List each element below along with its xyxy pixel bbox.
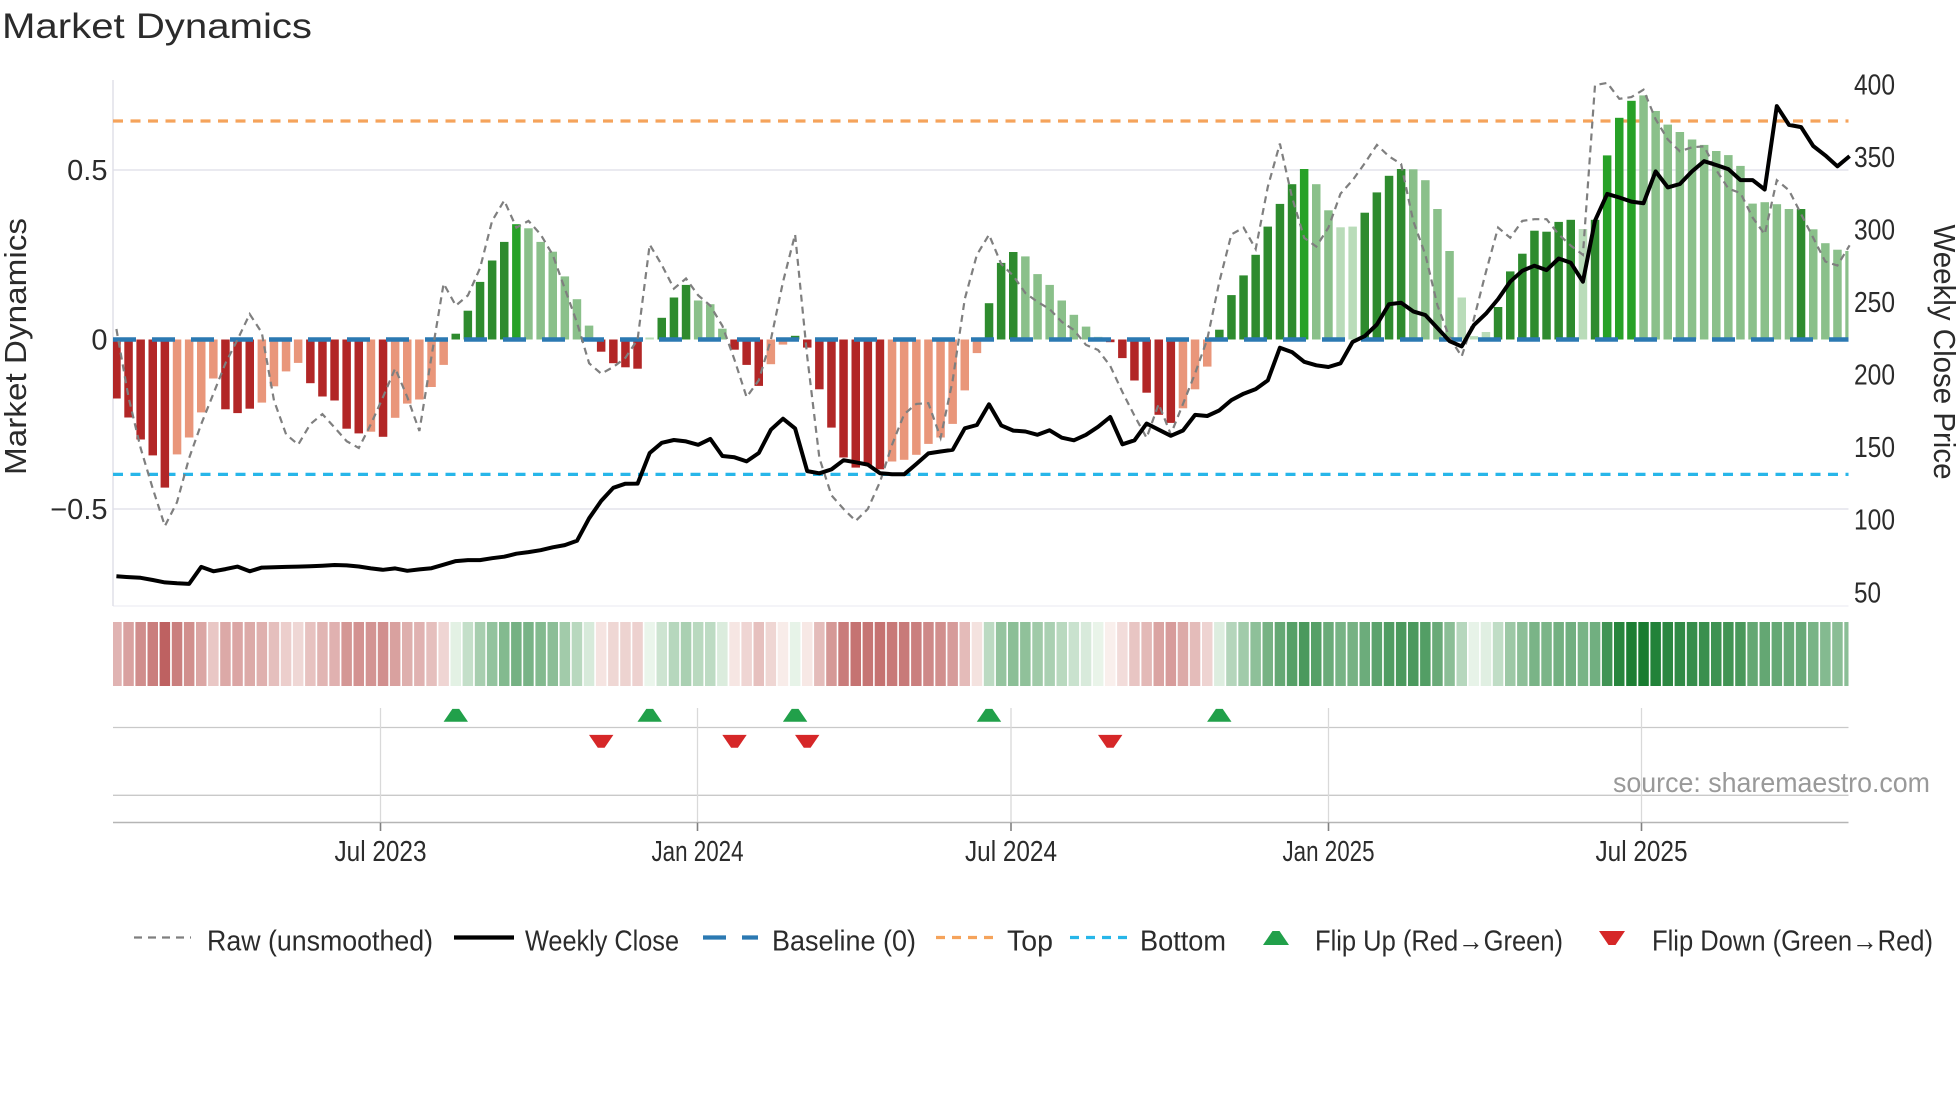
svg-text:Jul 2023: Jul 2023	[335, 836, 427, 868]
svg-text:Jul 2025: Jul 2025	[1596, 836, 1688, 868]
svg-text:−0.5: −0.5	[50, 494, 107, 526]
svg-text:350: 350	[1854, 142, 1895, 174]
svg-text:source: sharemaestro.com: source: sharemaestro.com	[1613, 767, 1930, 798]
svg-text:Flip Down (Green→Red): Flip Down (Green→Red)	[1652, 926, 1933, 958]
svg-text:Raw (unsmoothed): Raw (unsmoothed)	[207, 926, 433, 958]
svg-text:0.5: 0.5	[67, 155, 107, 187]
svg-text:250: 250	[1854, 287, 1895, 319]
svg-text:100: 100	[1854, 505, 1895, 537]
svg-text:Jan 2025: Jan 2025	[1283, 836, 1375, 868]
svg-text:200: 200	[1854, 360, 1895, 392]
svg-text:Bottom: Bottom	[1140, 926, 1226, 958]
svg-text:Top: Top	[1007, 926, 1053, 958]
svg-text:50: 50	[1854, 577, 1881, 609]
svg-text:Weekly Close Price: Weekly Close Price	[1927, 225, 1960, 480]
svg-text:400: 400	[1854, 69, 1895, 101]
svg-text:Jan 2024: Jan 2024	[652, 836, 744, 868]
svg-text:Flip Up (Red→Green): Flip Up (Red→Green)	[1315, 926, 1563, 958]
svg-text:300: 300	[1854, 214, 1895, 246]
svg-text:150: 150	[1854, 432, 1895, 464]
svg-text:Jul 2024: Jul 2024	[965, 836, 1057, 868]
svg-text:Market Dynamics: Market Dynamics	[0, 218, 33, 475]
svg-text:Baseline (0): Baseline (0)	[772, 926, 916, 958]
svg-text:Market Dynamics: Market Dynamics	[2, 7, 312, 46]
svg-text:0: 0	[91, 325, 107, 357]
svg-text:Weekly Close: Weekly Close	[525, 926, 679, 958]
